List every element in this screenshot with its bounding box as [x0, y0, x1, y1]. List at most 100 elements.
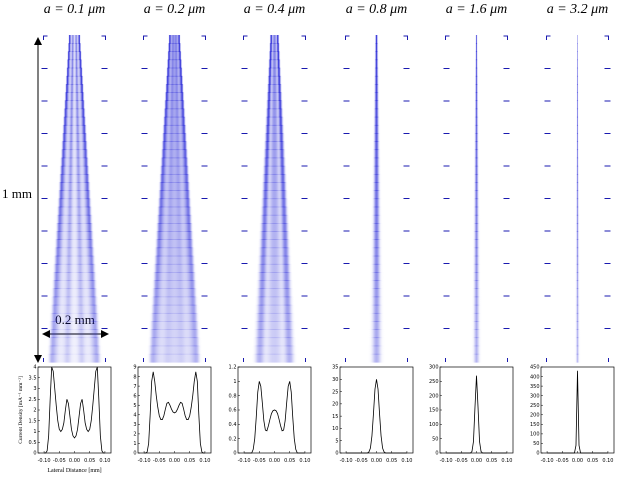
beam-image — [45, 329, 104, 339]
beam-image — [353, 255, 400, 265]
x-tick-label: 0.10 — [401, 458, 412, 464]
beam-image — [167, 35, 182, 44]
beam-image — [55, 198, 94, 208]
beam-image — [466, 75, 487, 85]
beam-image — [446, 353, 507, 363]
corner-marker — [143, 35, 206, 40]
beam-image — [63, 92, 86, 101]
beam-image — [347, 337, 406, 347]
y-tick-label: 2.5 — [29, 397, 37, 403]
beam-image — [258, 157, 291, 167]
beam-image — [62, 100, 87, 110]
corner-marker — [445, 358, 508, 362]
x-tick-label: -0.10 — [238, 458, 251, 464]
y-tick-label: 10 — [332, 426, 338, 432]
corner-marker — [43, 358, 106, 362]
beam-image — [349, 312, 404, 322]
beam-image — [161, 124, 188, 134]
x-tick-label: 0.10 — [299, 458, 310, 464]
beam-image — [552, 280, 603, 290]
beam-image — [561, 157, 594, 167]
beam-image — [255, 206, 294, 216]
beam-image — [51, 255, 98, 265]
beam-image — [369, 35, 384, 44]
beam-image — [558, 198, 597, 208]
beam-image — [347, 329, 406, 339]
x-tick-label: -0.05 — [355, 458, 368, 464]
x-tick-label: -0.10 — [440, 458, 453, 464]
beam-image — [561, 165, 594, 175]
x-tick-label: 0.05 — [386, 458, 397, 464]
corner-marker — [43, 35, 106, 40]
beam-image — [447, 337, 506, 347]
y-tick-label: 100 — [429, 422, 439, 428]
beam-image — [150, 263, 199, 273]
beam-image — [447, 329, 506, 339]
y-tick-label: 0 — [536, 451, 539, 457]
y-tick-label: 300 — [530, 393, 540, 399]
beam-image — [147, 304, 202, 314]
y-tick-label: 250 — [530, 403, 540, 409]
beam-image — [548, 337, 607, 347]
beam-image — [151, 247, 198, 257]
beam-image — [559, 190, 596, 200]
beam-image — [556, 223, 599, 232]
beam-image — [164, 84, 185, 93]
x-tick-label: 0.05 — [587, 458, 598, 464]
beam-image — [247, 304, 302, 314]
beam-image — [250, 263, 299, 273]
beam-image — [158, 157, 191, 167]
beam-image — [450, 288, 503, 298]
beam-image — [566, 92, 589, 101]
beam-image — [565, 108, 590, 118]
beam-image — [553, 263, 602, 273]
beam-image — [60, 133, 89, 142]
beam-image — [164, 75, 185, 85]
beam-image — [44, 345, 105, 355]
beam-image — [158, 165, 191, 175]
beam-image — [256, 190, 293, 200]
beam-image — [245, 329, 304, 339]
y-tick-label: 8 — [133, 374, 136, 380]
beam-image — [254, 214, 295, 224]
y-tick-label: 5 — [335, 438, 338, 444]
beam-image — [64, 75, 85, 85]
x-tick-label: 0.00 — [169, 458, 180, 464]
y-tick-label: 0.6 — [229, 408, 237, 414]
beam-image — [148, 288, 201, 298]
beam-image — [155, 206, 194, 216]
beam-image — [49, 280, 100, 290]
y-tick-label: 1 — [133, 441, 136, 447]
beam-image — [149, 280, 200, 290]
y-tick-label: 0.5 — [29, 440, 37, 446]
y-tick-label: 200 — [530, 412, 540, 418]
beam-image — [564, 124, 591, 134]
beam-image — [153, 223, 196, 232]
x-tick-label: 0.10 — [99, 458, 110, 464]
x-tick-label: 0.05 — [284, 458, 295, 464]
beam-image — [366, 75, 387, 85]
beam-image — [562, 149, 593, 159]
y-tick-label: 200 — [429, 393, 439, 399]
beam-image — [58, 165, 91, 175]
beam-image — [358, 190, 395, 200]
beam-image — [146, 321, 203, 330]
y-tick-label: 450 — [530, 365, 540, 371]
y-tick-label: 1.2 — [229, 365, 237, 371]
beam-image — [264, 84, 285, 93]
beam-image — [61, 116, 88, 126]
x-tick-label: 0.05 — [486, 458, 497, 464]
beam-image — [459, 173, 494, 183]
beam-image — [554, 247, 601, 257]
beam-image — [565, 100, 590, 110]
x-tick-label: -0.05 — [53, 458, 66, 464]
x-tick-label: 0.05 — [84, 458, 95, 464]
beam-image — [53, 223, 96, 232]
beam-image — [556, 231, 599, 240]
beam-image — [456, 214, 497, 224]
beam-image — [55, 206, 94, 216]
beam-image — [361, 149, 392, 159]
beam-image — [50, 272, 99, 281]
beam-image — [367, 67, 386, 77]
corner-marker — [546, 358, 609, 362]
